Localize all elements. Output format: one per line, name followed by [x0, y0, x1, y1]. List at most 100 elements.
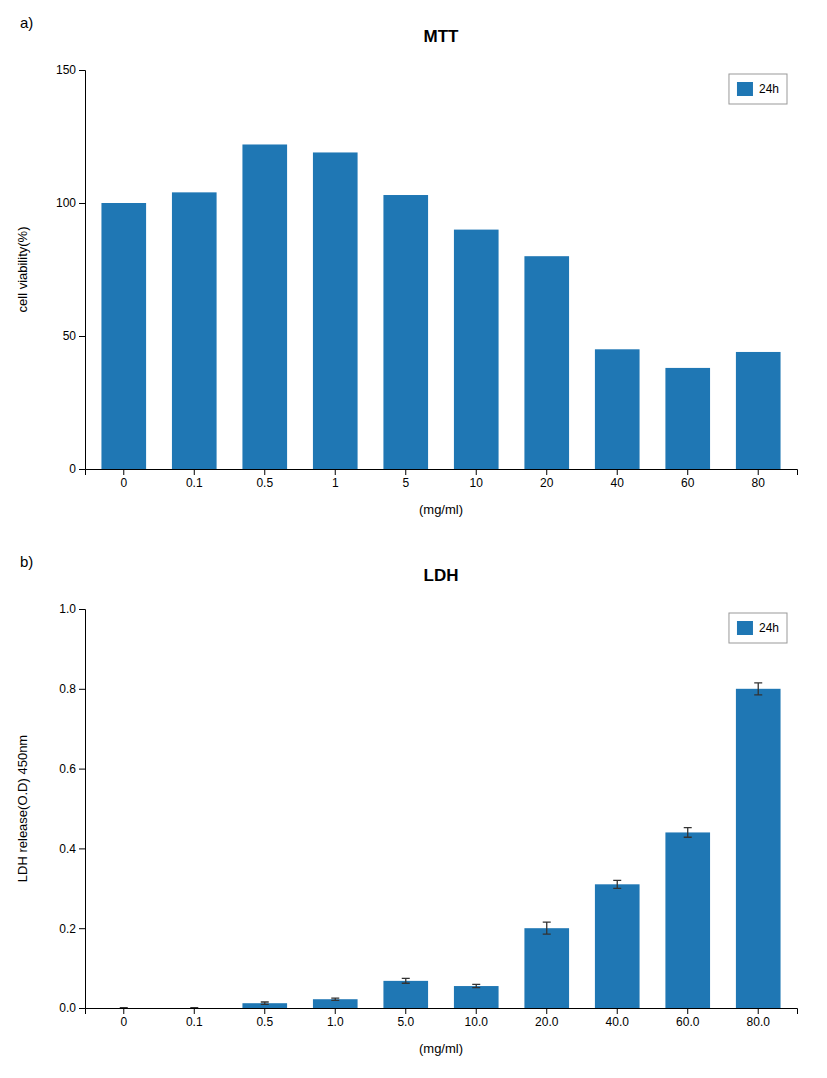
y-tick-label: 0.6: [59, 762, 76, 776]
error-bar: [190, 1007, 198, 1008]
bar: [101, 1008, 146, 1009]
marks: [120, 683, 781, 1008]
x-tick-mark: [264, 469, 265, 475]
x-tick-label: 5: [402, 476, 409, 490]
y-tick-mark: [79, 928, 85, 929]
x-tick-mark: [194, 1008, 195, 1014]
error-bar: [613, 880, 621, 888]
y-tick: 1.0: [59, 602, 85, 616]
y-tick-mark: [79, 336, 85, 337]
y-tick-mark: [79, 609, 85, 610]
y-tick: 100: [56, 196, 85, 210]
y-axis: 0 50 100 150: [56, 63, 86, 476]
y-tick-label: 0: [69, 462, 76, 476]
y-tick-label: 50: [63, 329, 77, 343]
x-tick: 80: [752, 469, 766, 490]
x-tick-mark: [687, 469, 688, 475]
x-tick: 0.5: [256, 1008, 273, 1029]
legend-label: 24h: [759, 82, 779, 96]
legend-item: 24h: [737, 82, 779, 96]
x-tick-mark: [546, 469, 547, 475]
error-bar: [120, 1007, 128, 1008]
bar: [101, 203, 146, 469]
error-bar: [472, 984, 480, 987]
legend-label: 24h: [759, 621, 779, 635]
x-tick: 5.0: [397, 1008, 414, 1029]
bar: [172, 192, 217, 469]
y-axis-line: [79, 610, 86, 1009]
x-tick-mark: [335, 469, 336, 475]
x-tick-label: 80: [752, 476, 766, 490]
y-tick-label: 0.4: [59, 842, 76, 856]
x-tick-mark: [405, 469, 406, 475]
x-tick-label: 0.1: [186, 1015, 203, 1029]
x-tick-mark: [335, 1008, 336, 1014]
y-tick-label: 0.0: [59, 1001, 76, 1015]
error-bar: [261, 1002, 269, 1004]
x-axis-label: (mg/ml): [419, 1041, 463, 1056]
title: LDH: [424, 566, 459, 585]
bar: [595, 884, 640, 1008]
x-tick-label: 0.5: [256, 1015, 273, 1029]
legend-swatch: [737, 82, 753, 96]
plot-area: 00.10.51.05.010.020.040.060.080.00.00.20…: [15, 602, 798, 1056]
panel-label: a): [20, 14, 33, 31]
y-tick: 0.8: [59, 682, 85, 696]
x-tick: 10.0: [465, 1008, 489, 1029]
y-tick: 50: [63, 329, 85, 343]
x-tick-label: 10.0: [465, 1015, 489, 1029]
panel: a)MTT00.10.5151020406080050100150(mg/ml)…: [15, 14, 798, 517]
bar: [665, 832, 710, 1008]
x-axis: 00.10.51.05.010.020.040.060.080.0: [86, 1008, 798, 1029]
y-tick-mark: [79, 769, 85, 770]
y-tick-label: 0.8: [59, 682, 76, 696]
y-tick-mark: [79, 469, 85, 470]
legend: 24h: [729, 74, 787, 104]
bar: [736, 352, 781, 469]
legend-swatch: [737, 621, 753, 635]
y-tick: 0.2: [59, 922, 85, 936]
error-bar: [684, 828, 692, 838]
bar: [595, 349, 640, 469]
error-bar: [331, 998, 339, 1000]
y-tick-label: 100: [56, 196, 76, 210]
x-tick-mark: [687, 1008, 688, 1014]
legend-frame: [729, 74, 787, 104]
x-tick-mark: [123, 1008, 124, 1014]
x-tick-label: 60.0: [676, 1015, 700, 1029]
x-tick-label: 20.0: [535, 1015, 559, 1029]
y-tick-label: 150: [56, 63, 76, 77]
x-tick-mark: [264, 1008, 265, 1014]
legend: 24h: [729, 613, 787, 643]
x-axis-line: [86, 470, 798, 476]
x-tick-mark: [194, 469, 195, 475]
bar: [524, 256, 569, 469]
x-tick: 20.0: [535, 1008, 559, 1029]
bar: [172, 1008, 217, 1009]
y-axis: 0.0 0.2 0.4 0.6 0.8 1.0: [59, 602, 85, 1015]
bar: [383, 195, 428, 469]
title: MTT: [424, 27, 460, 46]
x-tick-label: 5.0: [397, 1015, 414, 1029]
y-tick-mark: [79, 1008, 85, 1009]
panel-label: b): [20, 553, 33, 570]
bar: [736, 689, 781, 1008]
x-tick-mark: [617, 1008, 618, 1014]
x-tick-mark: [617, 469, 618, 475]
x-tick-label: 0.1: [186, 476, 203, 490]
y-tick: 0.6: [59, 762, 85, 776]
x-tick: 60.0: [676, 1008, 700, 1029]
x-tick-mark: [758, 469, 759, 475]
y-tick-mark: [79, 689, 85, 690]
error-bar: [402, 978, 410, 983]
bar: [454, 986, 499, 1008]
x-tick: 20: [540, 469, 554, 490]
x-tick-mark: [123, 469, 124, 475]
legend-item: 24h: [737, 621, 779, 635]
x-axis-label: (mg/ml): [419, 502, 463, 517]
x-tick: 5: [402, 469, 409, 490]
bar: [454, 230, 499, 469]
y-axis-label: LDH release(O.D) 450nm: [15, 735, 30, 882]
series: [101, 144, 780, 469]
x-tick-label: 60: [681, 476, 695, 490]
